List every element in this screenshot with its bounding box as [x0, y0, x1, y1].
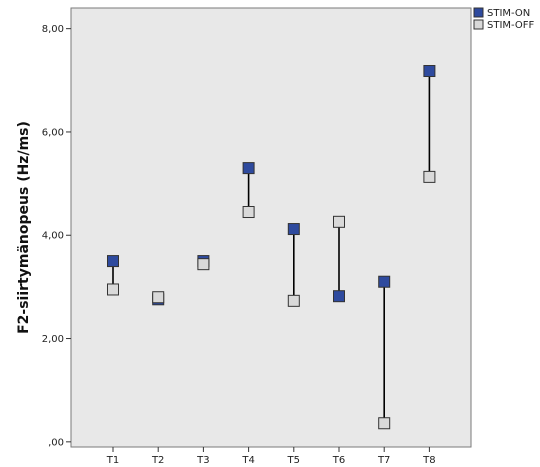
point-stim-on — [378, 275, 391, 288]
x-tick-label: T3 — [196, 455, 209, 466]
point-stim-off — [423, 170, 436, 183]
point-stim-off — [242, 206, 255, 219]
x-tick-label: T1 — [106, 455, 119, 466]
point-stim-off — [152, 291, 165, 304]
point-stim-on — [107, 255, 119, 268]
plot-area — [70, 7, 472, 448]
legend-label-stim-off: STIM-OFF — [487, 20, 535, 31]
y-tick-label: 6,00 — [42, 127, 64, 138]
x-tick-label: T8 — [422, 455, 435, 466]
point-stim-on — [287, 223, 300, 236]
x-tick-label: T6 — [332, 455, 345, 466]
point-stim-off — [197, 258, 210, 271]
legend-swatch-stim-on — [473, 7, 484, 18]
point-stim-on — [333, 290, 345, 303]
point-stim-off — [333, 215, 345, 228]
point-stim-on — [242, 162, 255, 175]
y-tick-label: 4,00 — [42, 231, 64, 242]
y-axis-title: F2-siirtymänopeus (Hz/ms) — [16, 121, 32, 334]
point-stim-on — [423, 65, 436, 78]
y-tick-label: 2,00 — [42, 334, 64, 345]
x-tick-label: T2 — [151, 455, 164, 466]
legend-swatch-stim-off — [473, 19, 484, 30]
point-stim-off — [378, 417, 391, 430]
y-tick-label: 8,00 — [42, 24, 64, 35]
x-tick-label: T4 — [241, 455, 254, 466]
y-tick-label: ,00 — [48, 437, 64, 448]
x-tick-label: T7 — [377, 455, 390, 466]
point-stim-off — [107, 283, 119, 296]
x-tick-label: T5 — [287, 455, 300, 466]
legend-label-stim-on: STIM-ON — [487, 8, 530, 19]
point-stim-off — [287, 294, 300, 307]
